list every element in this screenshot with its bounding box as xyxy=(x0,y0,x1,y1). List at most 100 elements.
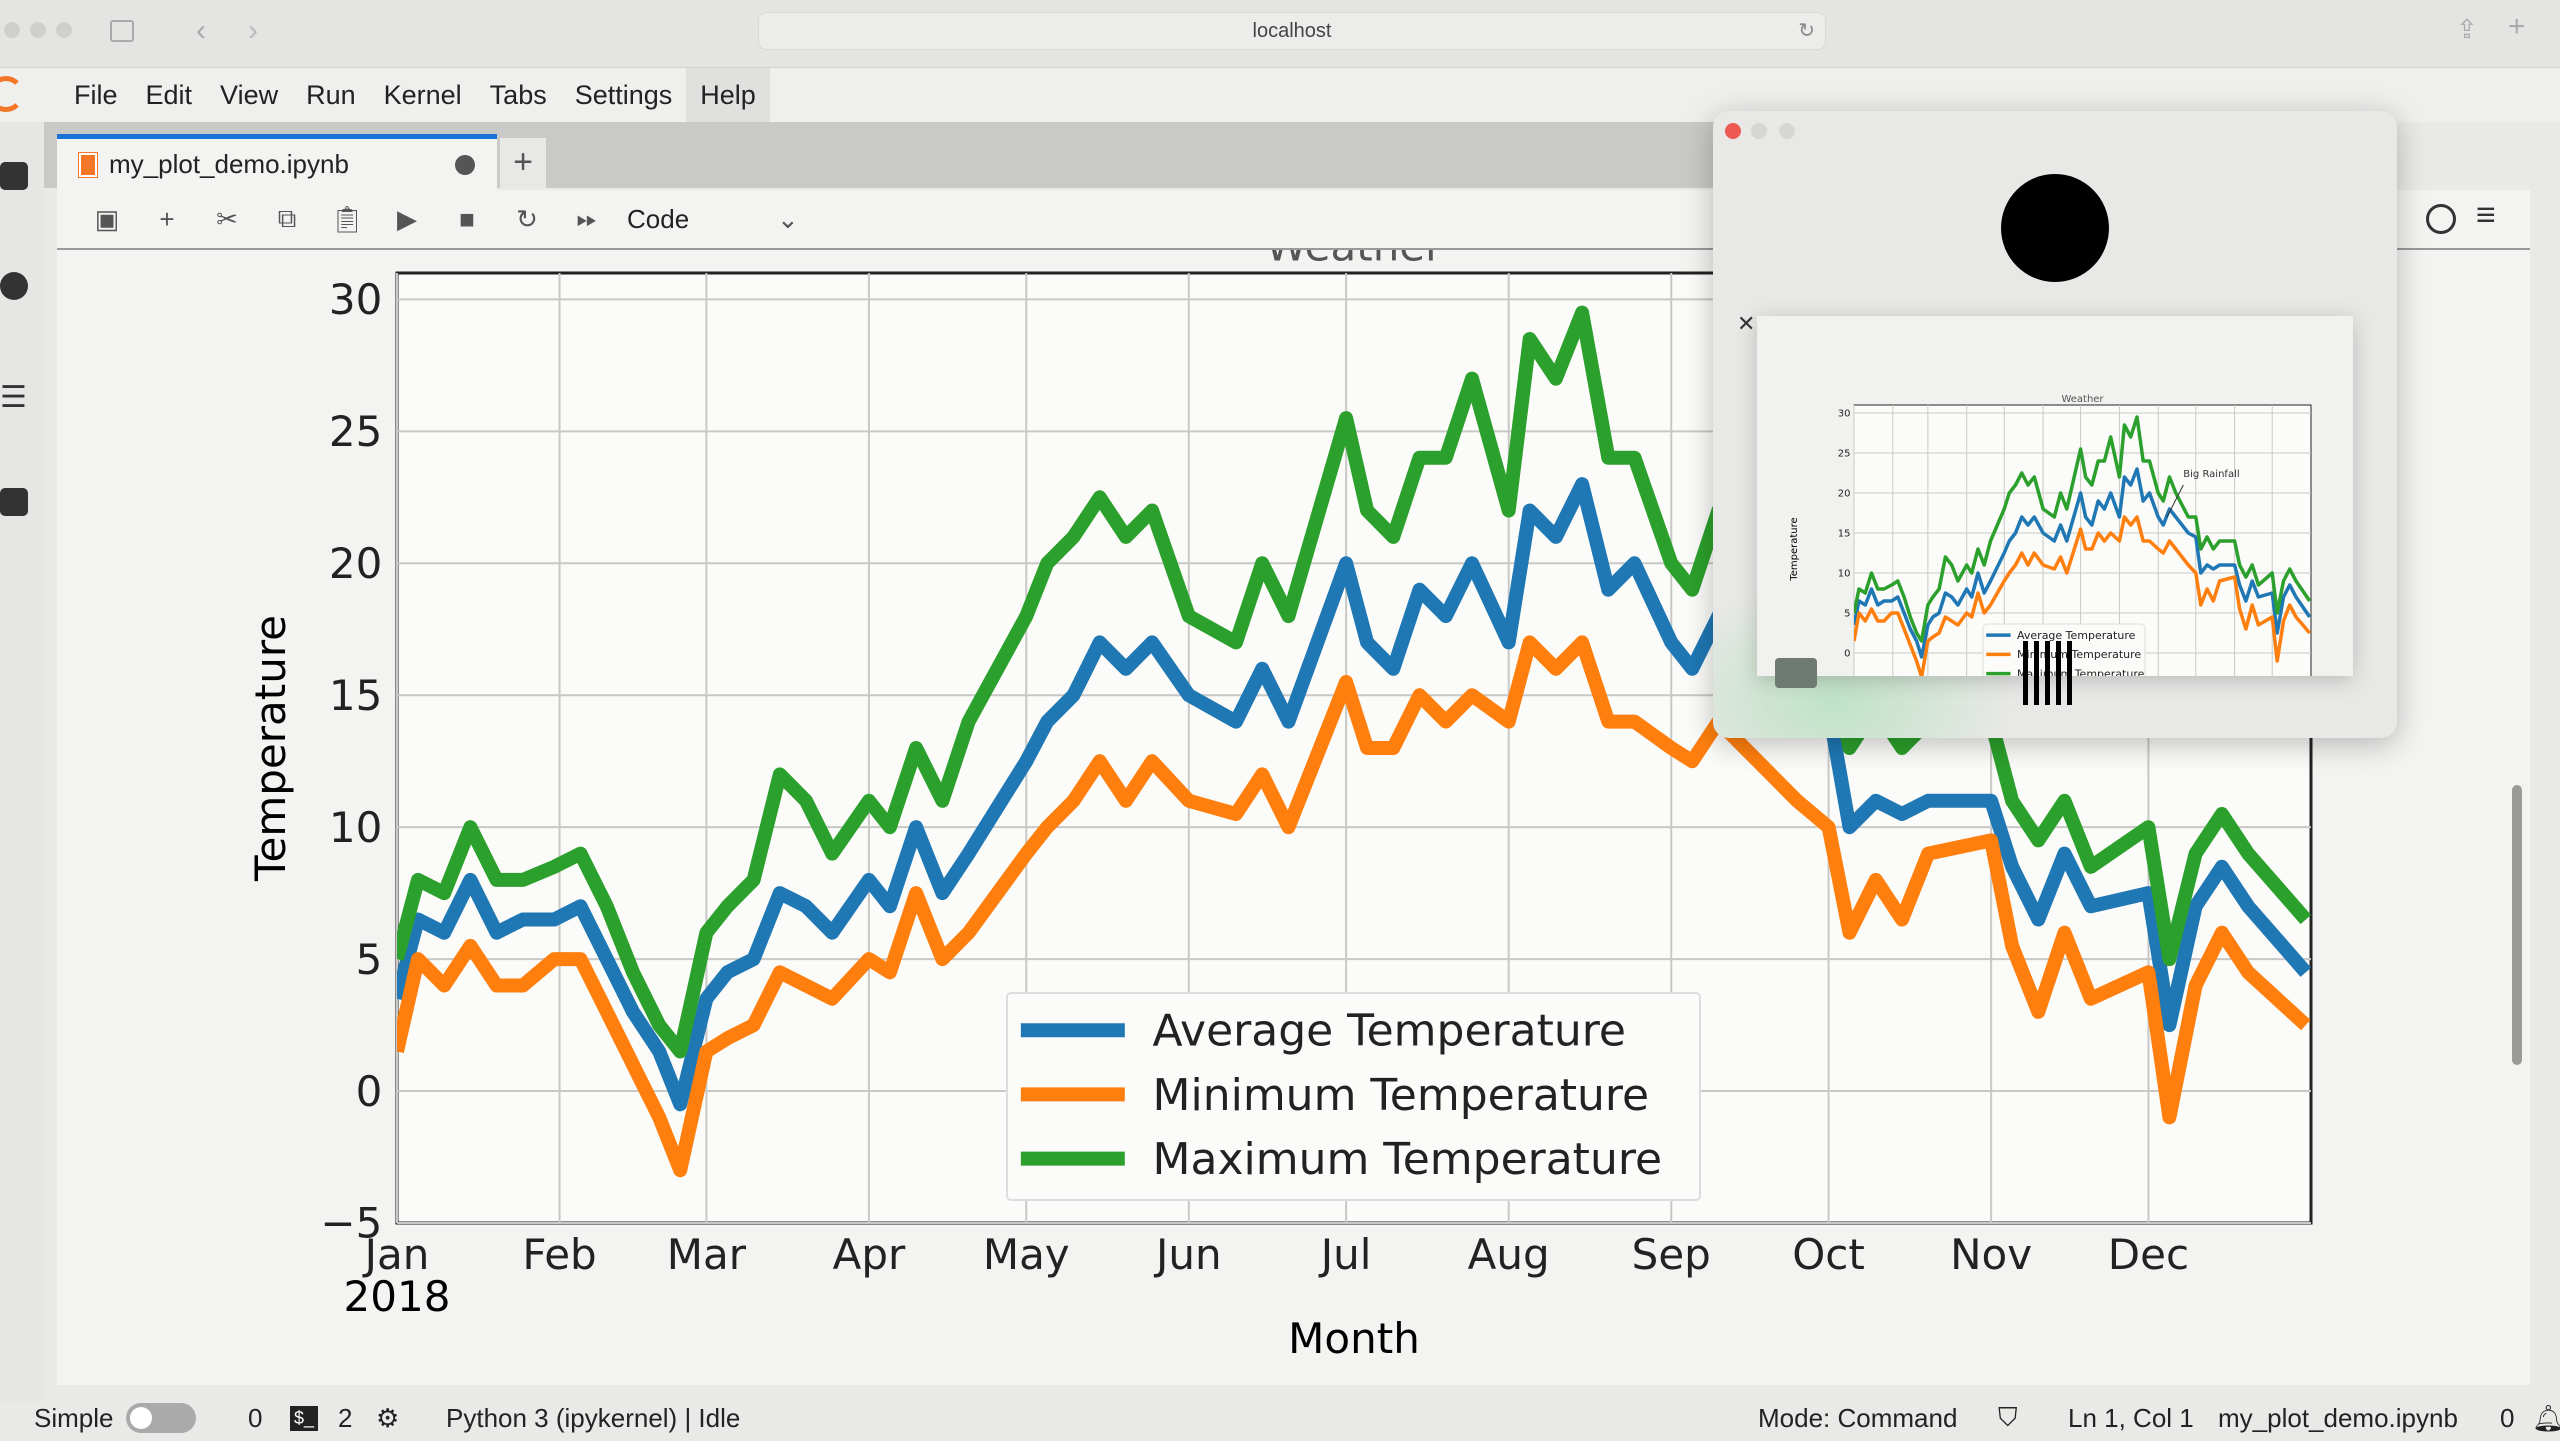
share-icon[interactable]: ⇪ xyxy=(2456,14,2478,44)
xtick-label: Feb xyxy=(522,1230,596,1279)
menu-icon[interactable]: ≡ xyxy=(2476,196,2496,234)
copy-icon[interactable]: ⧉ xyxy=(277,203,297,233)
shield-icon: ⛉ xyxy=(1998,1402,2018,1432)
chart-title: Weather xyxy=(1266,250,1444,270)
menu-kernel[interactable]: Kernel xyxy=(383,80,462,110)
running-icon[interactable] xyxy=(0,272,28,300)
tab-title: my_plot_demo.ipynb xyxy=(109,149,349,179)
url-bar[interactable]: localhost ↻ xyxy=(758,12,1826,50)
ytick-label: 25 xyxy=(1838,449,1851,460)
ytick-label: 30 xyxy=(329,275,382,324)
legend-label: Average Temperature xyxy=(1153,1006,1626,1057)
xtick-label: Sep xyxy=(1632,1230,1711,1279)
popup-close-button[interactable] xyxy=(1725,123,1741,139)
ytick-label: 0 xyxy=(356,1067,383,1116)
menu-file[interactable]: File xyxy=(74,80,118,110)
unsaved-indicator-icon[interactable] xyxy=(455,154,475,175)
ytick-label: 5 xyxy=(356,935,383,984)
chart-title: Weather xyxy=(2061,394,2104,405)
jupyter-logo-icon xyxy=(0,76,24,112)
simple-mode-toggle[interactable] xyxy=(126,1403,196,1433)
window-zoom-button[interactable] xyxy=(56,22,72,38)
popup-zoom-button[interactable] xyxy=(1779,123,1795,139)
chevron-down-icon[interactable]: ⌄ xyxy=(777,203,799,234)
terminal-count: 0 xyxy=(248,1402,263,1433)
mode-status: Mode: Command xyxy=(1758,1402,1958,1433)
file-name: my_plot_demo.ipynb xyxy=(2218,1402,2458,1433)
cursor-position[interactable]: Ln 1, Col 1 xyxy=(2068,1402,2194,1433)
sidebar-toggle-icon[interactable] xyxy=(110,20,134,42)
notebook-tab[interactable]: my_plot_demo.ipynb xyxy=(57,134,497,190)
bell-icon[interactable]: 🔔︎ xyxy=(2532,1402,2560,1433)
restart-icon[interactable]: ↻ xyxy=(516,203,538,234)
menu-run[interactable]: Run xyxy=(306,80,356,110)
run-all-icon[interactable]: ⏩︎ xyxy=(576,203,598,233)
left-sidebar: ☰ xyxy=(0,122,44,1402)
plot-thumbnail: JanFebMarAprMayJunJulAugSepOctNovDec3025… xyxy=(1757,316,2353,676)
xtick-label: Apr xyxy=(833,1230,906,1279)
record-indicator-icon xyxy=(2001,174,2109,282)
legend-label: Maximum Temperature xyxy=(2017,667,2145,676)
scrollbar[interactable] xyxy=(2512,785,2522,1065)
terminal-icon: $_ xyxy=(290,1405,319,1431)
floating-window: JanFebMarAprMayJunJulAugSepOctNovDec3025… xyxy=(1713,111,2397,738)
menu-tabs[interactable]: Tabs xyxy=(489,80,547,110)
x-axis-label: Month xyxy=(1288,1314,1420,1363)
kernel-status-icon xyxy=(2426,204,2456,234)
run-icon[interactable]: ▶ xyxy=(397,203,417,234)
save-icon[interactable]: ▣ xyxy=(94,203,120,234)
year-label: 2018 xyxy=(344,1272,451,1321)
forward-icon[interactable]: › xyxy=(248,14,258,47)
back-icon[interactable]: ‹ xyxy=(196,14,206,47)
menu-bar: File Edit View Run Kernel Tabs Settings … xyxy=(0,68,2560,122)
menu-edit[interactable]: Edit xyxy=(145,80,193,110)
window-close-button[interactable] xyxy=(4,22,20,38)
folder-icon[interactable] xyxy=(0,162,28,190)
thumbnail-close-icon[interactable]: ✕ xyxy=(1737,311,1756,336)
xtick-label: Dec xyxy=(2108,1230,2189,1279)
cut-icon[interactable]: ✂ xyxy=(216,203,238,234)
ytick-label: 0 xyxy=(1844,649,1850,660)
audio-level-icon xyxy=(2023,641,2075,705)
notebook-toolbar: ▣ + ✂ ⧉ 📋︎ ▶ ■ ↻ ⏩︎ Code ⌄ xyxy=(57,190,1717,250)
y-axis-label: Temperature xyxy=(246,615,295,882)
kernel-status[interactable]: Python 3 (ipykernel) | Idle xyxy=(446,1402,741,1433)
series-line-min xyxy=(1854,515,2311,676)
legend-label: Minimum Temperature xyxy=(1153,1070,1650,1121)
xtick-label: May xyxy=(983,1230,1070,1279)
ytick-label: −5 xyxy=(320,1199,382,1248)
notification-count: 0 xyxy=(2500,1402,2515,1433)
add-tab-button[interactable]: + xyxy=(500,138,546,188)
new-tab-icon[interactable]: + xyxy=(2508,10,2526,43)
ytick-label: 10 xyxy=(329,803,382,852)
ytick-label: 20 xyxy=(329,539,382,588)
legend-label: Maximum Temperature xyxy=(1153,1134,1663,1185)
simple-mode-label: Simple xyxy=(34,1402,114,1433)
kernel-count: 2 xyxy=(338,1402,353,1433)
reload-icon[interactable]: ↻ xyxy=(1798,20,1815,42)
cell-type-select[interactable]: Code xyxy=(627,203,690,234)
menu-view[interactable]: View xyxy=(220,80,279,110)
menu-help[interactable]: Help xyxy=(686,68,770,122)
stop-icon[interactable]: ■ xyxy=(459,203,475,234)
ytick-label: 5 xyxy=(1844,609,1850,620)
extension-icon[interactable] xyxy=(0,488,28,516)
kernel-gear-icon: ⚙ xyxy=(376,1402,400,1433)
annotation-arrow xyxy=(2166,484,2184,518)
ytick-label: 25 xyxy=(329,407,382,456)
xtick-label: Aug xyxy=(1468,1230,1550,1279)
window-minimize-button[interactable] xyxy=(30,22,46,38)
popup-minimize-button[interactable] xyxy=(1751,123,1767,139)
xtick-label: Jan xyxy=(362,1230,430,1279)
toc-icon[interactable]: ☰ xyxy=(0,381,27,414)
add-cell-icon[interactable]: + xyxy=(159,203,175,234)
status-bar: Simple 0 $_ 2 ⚙ Python 3 (ipykernel) | I… xyxy=(0,1395,2560,1441)
xtick-label: Mar xyxy=(667,1230,747,1279)
xtick-label: Nov xyxy=(1950,1230,2032,1279)
browser-toolbar: ‹ › localhost ↻ ⇪ + xyxy=(0,0,2560,68)
legend-label: Average Temperature xyxy=(2017,629,2136,642)
series-line-min xyxy=(397,635,2311,1178)
paste-icon[interactable]: 📋︎ xyxy=(330,203,364,234)
screen-icon[interactable] xyxy=(1775,658,1817,688)
menu-settings[interactable]: Settings xyxy=(574,80,673,110)
